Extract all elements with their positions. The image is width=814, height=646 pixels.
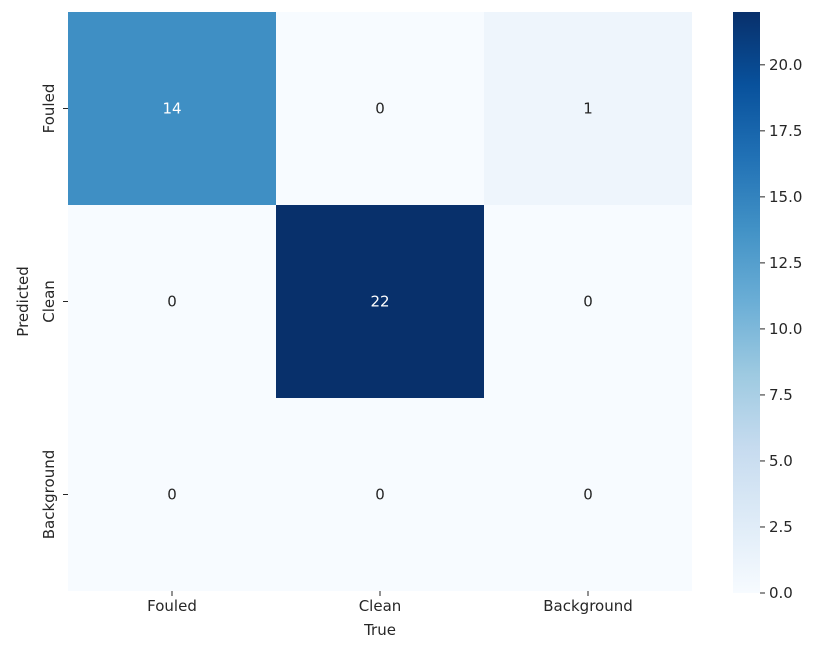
cell-clean-background (484, 205, 692, 398)
colorbar-tick-label: 17.5 (769, 122, 802, 140)
colorbar-tick-label: 10.0 (769, 320, 802, 338)
cell-fouled-background (484, 12, 692, 205)
cell-value-label: 1 (583, 100, 593, 118)
cell-value-label: 14 (162, 100, 181, 118)
cell-value-label: 0 (167, 486, 177, 504)
cell-background-background (484, 398, 692, 591)
cell-value-label: 0 (583, 293, 593, 311)
colorbar-tick-label: 7.5 (769, 386, 793, 404)
colorbar-ticks: 0.0 2.5 5.0 7.5 10.0 12.5 15.0 17.5 20.0 (760, 56, 802, 602)
cell-background-fouled (68, 398, 276, 591)
cell-background-clean (276, 398, 484, 591)
cell-value-label: 0 (375, 100, 385, 118)
y-tick-label: Clean (40, 280, 58, 323)
cell-value-label: 0 (583, 486, 593, 504)
cell-value-label: 0 (375, 486, 385, 504)
colorbar-tick-label: 15.0 (769, 188, 802, 206)
y-axis-ticks: Fouled Clean Background (40, 84, 68, 540)
cell-fouled-fouled (68, 12, 276, 205)
cell-value-label: 0 (167, 293, 177, 311)
x-tick-label: Clean (359, 597, 402, 615)
colorbar-tick-label: 20.0 (769, 56, 802, 74)
x-axis-label: True (363, 621, 396, 639)
cell-annotations: 14 0 1 0 22 0 0 0 0 (162, 100, 592, 504)
x-axis-ticks: Fouled Clean Background (147, 591, 633, 615)
colorbar (733, 12, 760, 593)
x-tick-label: Fouled (147, 597, 197, 615)
y-axis-label: Predicted (14, 266, 32, 336)
colorbar-tick-label: 5.0 (769, 452, 793, 470)
y-tick-label: Fouled (40, 84, 58, 134)
cell-fouled-clean (276, 12, 484, 205)
cell-value-label: 22 (370, 293, 389, 311)
x-tick-label: Background (543, 597, 633, 615)
colorbar-tick-label: 2.5 (769, 518, 793, 536)
colorbar-tick-label: 12.5 (769, 254, 802, 272)
cell-clean-clean (276, 205, 484, 398)
heatmap-cells (68, 12, 692, 591)
cell-clean-fouled (68, 205, 276, 398)
y-tick-label: Background (40, 450, 58, 540)
colorbar-tick-label: 0.0 (769, 584, 793, 602)
